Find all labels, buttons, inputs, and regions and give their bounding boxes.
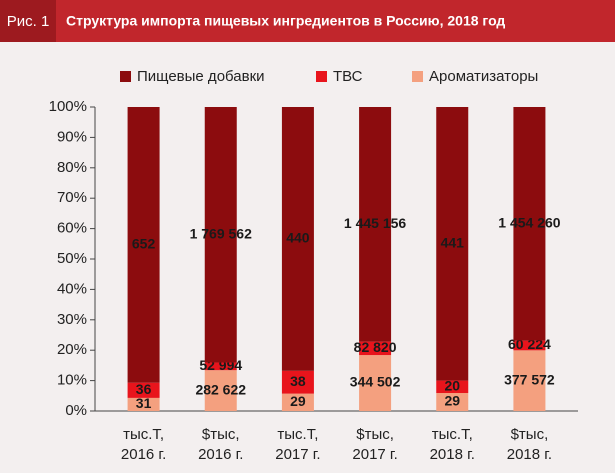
data-label: 1 454 260 <box>498 215 560 231</box>
chart-title: Структура импорта пищевых ингредиентов в… <box>66 13 505 29</box>
x-tick-label: 2017 г. <box>352 446 397 463</box>
x-tick-label: 2018 г. <box>507 446 552 463</box>
bar-segment <box>281 107 314 371</box>
bar-segment <box>127 107 160 383</box>
y-tick-label: 0% <box>65 402 87 419</box>
legend-label: ТВС <box>333 68 363 85</box>
y-tick-label: 60% <box>57 220 87 237</box>
figure-label: Рис. 1 <box>7 13 50 30</box>
bar-segment <box>204 362 237 371</box>
x-tick-label: 2016 г. <box>121 446 166 463</box>
x-tick-label: тыс.Т, <box>123 426 164 443</box>
x-tick-label: 2017 г. <box>275 446 320 463</box>
x-tick-label: тыс.Т, <box>432 426 473 443</box>
data-label: 377 572 <box>504 371 555 387</box>
bar-segment <box>359 341 392 356</box>
bar-segment <box>204 370 237 411</box>
x-tick-label: $тыс, <box>356 426 394 443</box>
bar-segment <box>127 397 160 411</box>
data-label: 29 <box>444 393 460 409</box>
data-label: 82 820 <box>354 339 397 355</box>
bar-segment <box>513 107 546 341</box>
legend-swatch <box>316 71 327 82</box>
bar-segment <box>281 370 314 394</box>
bar-segment <box>436 107 469 381</box>
y-tick-label: 70% <box>57 189 87 206</box>
x-tick-label: тыс.Т, <box>277 426 318 443</box>
bar-segment <box>513 340 546 351</box>
data-label: 31 <box>136 395 152 411</box>
data-label: 282 622 <box>195 381 246 397</box>
data-label: 652 <box>132 236 156 252</box>
y-tick-label: 100% <box>49 98 87 115</box>
y-tick-label: 20% <box>57 341 87 358</box>
bar-segment <box>281 393 314 411</box>
y-tick-label: 50% <box>57 250 87 267</box>
data-label: 344 502 <box>350 374 401 390</box>
legend-label: Ароматизаторы <box>429 68 538 85</box>
y-tick-label: 10% <box>57 372 87 389</box>
y-tick-label: 80% <box>57 159 87 176</box>
data-label: 440 <box>286 230 310 246</box>
bar-segment <box>359 107 392 342</box>
legend-swatch <box>120 71 131 82</box>
x-tick-label: $тыс, <box>511 426 549 443</box>
x-tick-label: 2018 г. <box>430 446 475 463</box>
bar-segment <box>204 107 237 363</box>
x-tick-label: $тыс, <box>202 426 240 443</box>
legend-label: Пищевые добавки <box>137 68 265 85</box>
y-tick-label: 30% <box>57 311 87 328</box>
header-band <box>0 0 615 42</box>
data-label: 1 445 156 <box>344 215 406 231</box>
bar-segment <box>513 350 546 411</box>
bar-segment <box>359 355 392 411</box>
data-label: 29 <box>290 393 306 409</box>
bar-segment <box>436 393 469 411</box>
data-label: 20 <box>444 378 460 394</box>
legend-swatch <box>412 71 423 82</box>
x-tick-label: 2016 г. <box>198 446 243 463</box>
data-label: 36 <box>136 381 152 397</box>
y-tick-label: 40% <box>57 280 87 297</box>
y-tick-label: 90% <box>57 128 87 145</box>
data-label: 38 <box>290 373 306 389</box>
data-label: 1 769 562 <box>190 225 252 241</box>
bar-segment <box>436 380 469 394</box>
bar-segment <box>127 382 160 398</box>
figure-label-box <box>0 0 56 42</box>
data-label: 441 <box>441 235 465 251</box>
